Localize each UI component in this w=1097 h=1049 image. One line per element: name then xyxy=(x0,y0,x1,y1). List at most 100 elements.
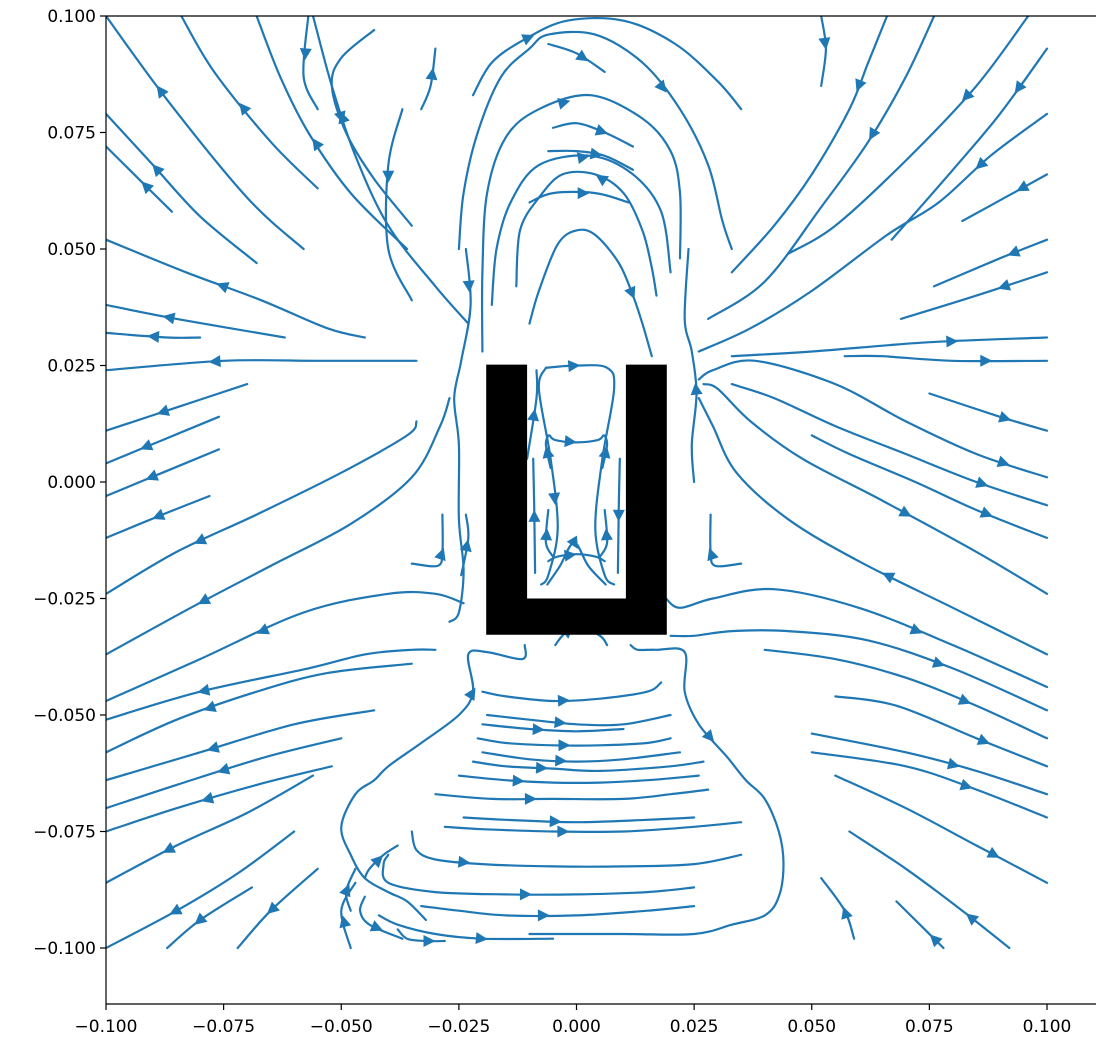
streamline-51 xyxy=(664,587,1049,689)
streamline-4 xyxy=(104,303,286,339)
streamline-arrow-62 xyxy=(690,382,703,396)
streamline-arrow-28 xyxy=(334,110,346,124)
streamline-29 xyxy=(302,14,319,111)
tick-labels: −0.100 −0.075 −0.050 −0.025 0.000 0.025 0.050 0… xyxy=(33,7,1071,1037)
streamline-arrow-14 xyxy=(197,683,211,696)
streamline-67 xyxy=(547,149,635,171)
streamline-33 xyxy=(471,16,743,111)
streamline-69 xyxy=(547,42,606,73)
streamline-arrow-8 xyxy=(140,439,154,451)
streamline-64 xyxy=(490,154,672,306)
streamline-41 xyxy=(933,238,1049,288)
streamline-38 xyxy=(890,47,1049,241)
streamline-arrow-18 xyxy=(201,791,215,804)
streamline-84 xyxy=(410,513,444,568)
y-tick-label-0: 0.100 xyxy=(47,7,96,27)
streamline-arrow-59 xyxy=(929,934,943,948)
streamline-arrow-81 xyxy=(528,509,541,522)
streamline-arrow-50 xyxy=(882,572,896,584)
y-tick-label-4: 0.000 xyxy=(47,473,96,493)
streamline-21 xyxy=(166,886,253,950)
streamline-12 xyxy=(104,397,451,656)
streamline-arrow-73 xyxy=(564,435,577,448)
streamline-arrow-54 xyxy=(976,733,991,745)
streamline-arrow-85 xyxy=(707,547,719,562)
streamline-36 xyxy=(707,14,936,320)
streamline-arrow-102 xyxy=(537,909,550,922)
streamline-94 xyxy=(481,751,682,763)
u-conductor xyxy=(486,364,667,635)
streamline-arrow-105 xyxy=(339,883,351,898)
streamline-2 xyxy=(104,145,173,213)
streamline-99 xyxy=(443,821,743,834)
streamline-49 xyxy=(702,383,1049,595)
streamline-71 xyxy=(544,364,616,586)
streamline-arrow-49 xyxy=(898,505,912,517)
streamline-arrow-53 xyxy=(957,693,972,705)
streamline-14 xyxy=(104,648,437,721)
streamline-arrow-30 xyxy=(382,170,395,183)
streamline-85 xyxy=(709,513,743,568)
streamline-82 xyxy=(616,457,621,574)
streamline-arrow-71 xyxy=(567,360,581,373)
streamline-arrow-64 xyxy=(576,152,590,164)
streamline-arrow-95 xyxy=(535,761,549,774)
streamline-arrow-100 xyxy=(457,855,471,868)
streamline-arrow-37 xyxy=(961,88,975,102)
streamline-arrow-78 xyxy=(600,528,613,541)
streamline-91 xyxy=(486,713,672,727)
streamline-54 xyxy=(834,695,1049,768)
streamline-39 xyxy=(697,112,1049,353)
streamlines-layer xyxy=(104,14,1049,950)
streamline-90 xyxy=(481,681,663,703)
streamline-68 xyxy=(551,122,635,148)
streamline-58 xyxy=(848,830,1011,950)
streamline-70 xyxy=(528,228,653,358)
y-tick-label-1: 0.075 xyxy=(47,124,96,144)
streamline-arrow-46 xyxy=(996,455,1010,467)
streamline-arrow-15 xyxy=(203,700,217,712)
streamline-arrow-75 xyxy=(542,445,555,459)
streamline-arrow-92 xyxy=(532,723,545,736)
streamline-arrow-13 xyxy=(256,623,270,635)
streamline-72 xyxy=(537,366,559,586)
streamline-26 xyxy=(255,14,409,251)
streamline-arrow-82 xyxy=(612,509,625,522)
streamline-45 xyxy=(928,392,1049,432)
streamline-0 xyxy=(104,14,305,251)
streamline-arrow-12 xyxy=(197,593,212,605)
streamline-76 xyxy=(601,434,609,470)
streamline-75 xyxy=(544,434,552,470)
streamline-97 xyxy=(434,788,710,801)
streamline-arrow-45 xyxy=(998,411,1012,423)
streamline-arrow-38 xyxy=(1014,80,1027,94)
streamline-93 xyxy=(476,737,672,747)
streamline-arrow-32 xyxy=(654,79,667,93)
streamline-100 xyxy=(410,830,743,868)
streamline-arrow-51 xyxy=(909,623,923,635)
streamline-arrow-84 xyxy=(434,547,446,562)
streamline-arrow-68 xyxy=(594,124,608,136)
streamline-arrow-41 xyxy=(1007,245,1021,257)
streamline-6 xyxy=(104,359,418,372)
streamline-57 xyxy=(834,774,1049,884)
streamline-arrow-66 xyxy=(577,187,590,200)
streamline-arrow-34 xyxy=(818,37,831,50)
streamline-arrow-63 xyxy=(595,174,609,187)
streamline-arrow-98 xyxy=(549,815,562,828)
streamline-32 xyxy=(457,30,733,251)
streamline-arrow-26 xyxy=(312,138,324,152)
streamline-28 xyxy=(330,28,413,227)
streamline-arrow-4 xyxy=(162,312,176,325)
streamline-arrow-65 xyxy=(557,98,571,110)
streamline-arrow-29 xyxy=(299,48,312,61)
streamline-arrow-87 xyxy=(701,729,715,743)
streamline-50 xyxy=(697,397,1049,656)
streamline-arrow-25 xyxy=(239,102,252,116)
streamline-arrow-36 xyxy=(869,126,881,141)
streamline-arrow-69 xyxy=(575,49,589,62)
streamline-79 xyxy=(526,369,539,460)
y-tick-label-3: 0.025 xyxy=(47,357,96,377)
streamline-24 xyxy=(358,895,404,940)
streamline-arrow-91 xyxy=(554,716,567,729)
